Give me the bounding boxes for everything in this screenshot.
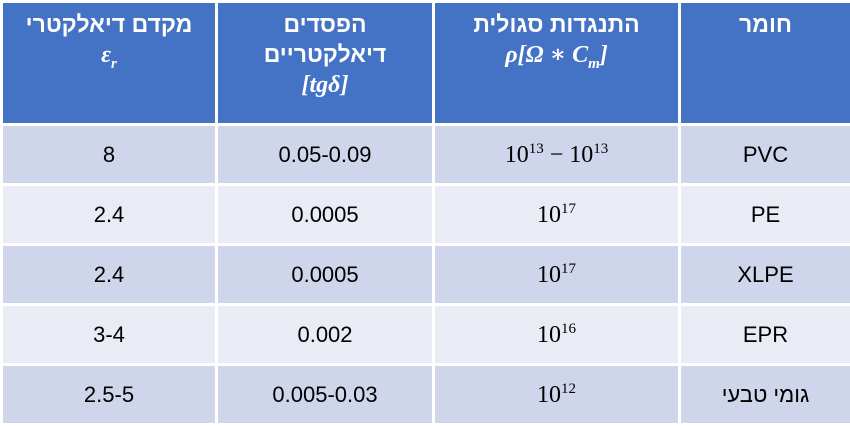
cell-text: 0.005-0.03 — [272, 381, 378, 407]
formula-sup: 12 — [561, 380, 576, 397]
cell-text: PE — [750, 201, 781, 227]
header-formula: [tgδ] — [228, 69, 422, 100]
table-cell: 0.005-0.03 — [215, 363, 435, 426]
header-cell: התנגדות סגולית ρ[Ω ∗ Cm] — [432, 0, 681, 126]
formula: 1017 — [537, 200, 576, 228]
cell-text: 2.4 — [93, 201, 125, 227]
table-cell: PE — [678, 183, 850, 246]
cell-text: 8 — [102, 141, 116, 167]
formula-text: 10 — [537, 381, 561, 408]
table-cell: 1016 — [432, 303, 681, 366]
cell-text: 0.0005 — [291, 201, 359, 227]
table-cell: גומי טבעי — [678, 363, 850, 426]
table-cell: XLPE — [678, 243, 850, 306]
table-cell: 0.05-0.09 — [215, 123, 435, 186]
table-header: חומר התנגדות סגולית ρ[Ω ∗ Cm] הפסדים דיאלקט… — [0, 0, 850, 126]
formula-sub: r — [111, 55, 117, 72]
cell-text: 3-4 — [93, 321, 125, 347]
header-title: מקדם דיאלקטרי — [25, 11, 193, 37]
cell-text: 0.002 — [297, 321, 353, 347]
formula-sup: 13 — [593, 140, 609, 157]
formula-text: 10 — [537, 201, 561, 228]
cell-text: גומי טבעי — [721, 381, 810, 407]
table-cell: 1013 − 1013 — [432, 123, 681, 186]
table-cell: 2.5-5 — [0, 363, 218, 426]
formula: ρ[Ω ∗ Cm] — [505, 42, 608, 72]
formula: 1012 — [537, 380, 576, 408]
formula-text: 10 — [537, 261, 561, 288]
formula-text: − 10 — [543, 141, 594, 168]
table-cell: 8 — [0, 123, 218, 186]
cell-text: 2.5-5 — [83, 381, 135, 407]
formula-sup: 13 — [528, 140, 544, 157]
cell-text: 0.05-0.09 — [278, 141, 372, 167]
table-cell: 0.0005 — [215, 183, 435, 246]
formula-text: ] — [599, 42, 608, 68]
header-formula: ρ[Ω ∗ Cm] — [445, 39, 668, 79]
header-formula: εr — [13, 39, 205, 79]
table-row: גומי טבעי 1012 0.005-0.03 2.5-5 — [0, 363, 850, 426]
table-row: XLPE 1017 0.0005 2.4 — [0, 243, 850, 306]
formula-text: [tgδ] — [301, 72, 349, 98]
table-row: EPR 1016 0.002 3-4 — [0, 303, 850, 366]
table-cell: 1017 — [432, 243, 681, 306]
table-row: PE 1017 0.0005 2.4 — [0, 183, 850, 246]
header-title: הפסדים דיאלקטריים — [263, 11, 387, 67]
formula-sub: m — [588, 55, 600, 72]
table-body: PVC 1013 − 1013 0.05-0.09 8 PE 1017 0.0005 2.4 X… — [0, 123, 850, 426]
formula-sup: 17 — [561, 260, 576, 277]
table-cell: 1017 — [432, 183, 681, 246]
table-cell: 1012 — [432, 363, 681, 426]
table-row: PVC 1013 − 1013 0.05-0.09 8 — [0, 123, 850, 186]
table-cell: PVC — [678, 123, 850, 186]
header-row: חומר התנגדות סגולית ρ[Ω ∗ Cm] הפסדים דיאלקט… — [0, 0, 850, 126]
formula-text: 10 — [504, 141, 529, 168]
cell-text: EPR — [742, 321, 789, 347]
formula-text: ρ[Ω ∗ C — [505, 42, 589, 68]
formula: 1017 — [537, 260, 576, 288]
table-cell: 2.4 — [0, 243, 218, 306]
table-cell: EPR — [678, 303, 850, 366]
cell-text: 0.0005 — [291, 261, 359, 287]
header-cell: הפסדים דיאלקטריים [tgδ] — [215, 0, 435, 126]
formula: εr — [101, 42, 117, 72]
cell-text: XLPE — [737, 261, 794, 287]
header-title: התנגדות סגולית — [473, 11, 640, 37]
formula-text: 10 — [537, 321, 561, 348]
cell-text: 2.4 — [93, 261, 125, 287]
header-cell: מקדם דיאלקטרי εr — [0, 0, 218, 126]
header-cell: חומר — [678, 0, 850, 126]
table-cell: 3-4 — [0, 303, 218, 366]
formula-text: ε — [101, 42, 111, 68]
header-title: חומר — [739, 11, 792, 37]
formula-sup: 17 — [561, 200, 576, 217]
formula: 1013 − 1013 — [504, 140, 609, 168]
formula-sup: 16 — [561, 320, 576, 337]
formula: [tgδ] — [302, 72, 349, 98]
formula: 1016 — [537, 320, 576, 348]
table-cell: 2.4 — [0, 183, 218, 246]
cell-text: PVC — [742, 141, 789, 167]
table-cell: 0.0005 — [215, 243, 435, 306]
table-cell: 0.002 — [215, 303, 435, 366]
